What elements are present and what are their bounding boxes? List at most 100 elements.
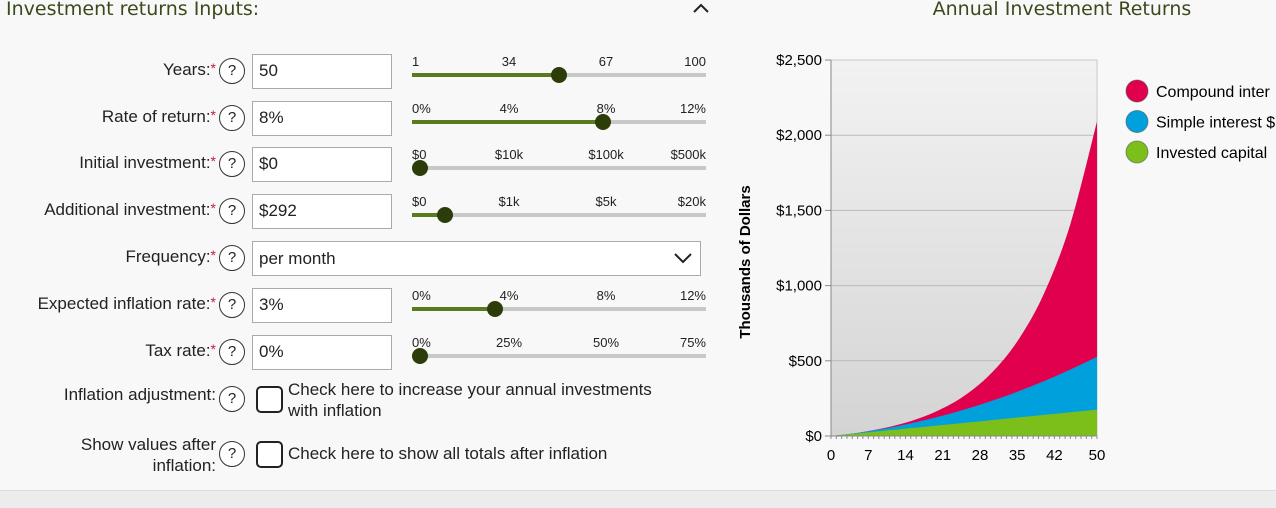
slider-thumb[interactable] (487, 301, 504, 317)
help-icon[interactable]: ? (219, 198, 245, 224)
y-tick-label: $500 (789, 353, 822, 370)
slider-tick-label: $1k (498, 194, 520, 209)
slider-tick-label: 75% (679, 335, 706, 350)
after-inflation-checkbox[interactable] (256, 441, 283, 468)
help-icon[interactable]: ? (219, 151, 245, 177)
value-slider[interactable]: 0% 25% 50% 75% (412, 335, 706, 365)
help-icon[interactable]: ? (219, 292, 245, 318)
help-icon[interactable]: ? (219, 441, 245, 467)
y-axis-label: Thousands of Dollars (737, 185, 754, 338)
field-label-text: Tax rate: (145, 341, 211, 360)
slider-tick-label: 67 (598, 54, 614, 69)
inflation-adjustment-text: Check here to increase your annual inves… (288, 379, 652, 421)
help-icon[interactable]: ? (219, 105, 245, 131)
frequency-selected-value: per month (259, 249, 336, 268)
required-mark: * (210, 107, 216, 123)
field-label: Years:* (163, 60, 216, 80)
slider-tick-label: 25% (496, 335, 523, 350)
slider-tick-label: $0 (412, 147, 427, 162)
slider-track[interactable] (412, 166, 706, 170)
help-icon[interactable]: ? (219, 245, 245, 271)
required-mark: * (210, 200, 216, 216)
area-compound-inter (831, 121, 1097, 436)
slider-tick-label: $500k (670, 147, 706, 162)
area-simple-interest- (831, 356, 1097, 436)
value-slider[interactable]: $0 $10k $100k $500k (412, 147, 706, 177)
field-input[interactable]: 0% (252, 335, 392, 370)
field-label: Expected inflation rate:* (38, 294, 216, 314)
field-label: Tax rate:* (145, 341, 216, 361)
slider-tick-label: 0% (412, 288, 431, 303)
y-tick-label: $0 (805, 428, 822, 445)
value-slider[interactable]: 0% 4% 8% 12% (412, 101, 706, 131)
value-slider[interactable]: $0 $1k $5k $20k (412, 194, 706, 224)
help-icon[interactable]: ? (219, 58, 245, 84)
section-title: Investment returns Inputs: (6, 0, 260, 20)
slider-tick-label: 1 (412, 54, 420, 69)
inflation-adjustment-text-line1: Check here to increase your annual inves… (288, 380, 652, 399)
field-input[interactable]: $292 (252, 194, 392, 229)
slider-tick-label: 100 (684, 54, 706, 69)
slider-track[interactable] (412, 354, 706, 358)
slider-tick-label: $10k (494, 147, 524, 162)
legend-label: Simple interest $ (1156, 115, 1275, 132)
field-label-text: Frequency: (125, 247, 211, 266)
x-tick-label: 21 (934, 447, 951, 464)
y-tick-label: $2,500 (776, 52, 822, 69)
required-mark: * (210, 60, 216, 76)
field-label-text: Expected inflation rate: (37, 294, 211, 313)
after-inflation-label-line1: Show values after (80, 435, 216, 454)
field-label-text: Rate of return: (101, 107, 211, 126)
slider-tick-label: 50% (593, 335, 620, 350)
slider-tick-label: $0 (412, 194, 427, 209)
field-label: Frequency:* (126, 247, 217, 267)
slider-track[interactable] (412, 307, 706, 311)
slider-tick-label: 4% (499, 288, 519, 303)
x-tick-label: 0 (827, 447, 835, 464)
field-label-text: Additional investment: (44, 200, 211, 219)
value-slider[interactable]: 1 34 67 100 (412, 54, 706, 84)
y-tick-label: $1,500 (776, 202, 822, 219)
field-input[interactable]: 8% (252, 101, 392, 136)
slider-tick-label: 8% (596, 288, 616, 303)
slider-thumb[interactable] (551, 67, 567, 83)
slider-tick-label: 34 (501, 54, 517, 69)
annual-returns-chart: $0 $500 $1,000 $1,500 $2,000 $2,500 0 7 14 21 28 35… (737, 52, 1275, 464)
legend-label: Compound inter (1156, 84, 1271, 101)
help-icon[interactable]: ? (219, 339, 245, 365)
frequency-select[interactable]: per month (252, 241, 701, 276)
x-tick-label: 7 (864, 447, 872, 464)
after-inflation-text: Check here to show all totals after infl… (288, 444, 608, 463)
field-label: Rate of return:* (102, 107, 216, 127)
slider-tick-label: 8% (596, 101, 616, 116)
field-label: Initial investment:* (79, 153, 216, 173)
field-input[interactable]: 3% (252, 288, 392, 323)
slider-thumb[interactable] (412, 160, 428, 176)
help-icon[interactable]: ? (219, 386, 245, 412)
slider-track[interactable] (412, 213, 706, 217)
x-tick-label: 14 (897, 447, 914, 464)
slider-tick-label: 12% (679, 101, 706, 116)
slider-tick-label: 4% (499, 101, 519, 116)
slider-thumb[interactable] (412, 348, 428, 364)
x-tick-label: 42 (1046, 447, 1063, 464)
legend-swatch (1125, 79, 1149, 103)
legend-swatch (1125, 110, 1149, 133)
slider-tick-label: $20k (677, 194, 706, 209)
slider-thumb[interactable] (437, 207, 454, 223)
slider-fill (412, 73, 559, 77)
value-slider[interactable]: 0% 4% 8% 12% (412, 288, 706, 318)
field-input[interactable]: 50 (252, 54, 392, 89)
chevron-up-icon[interactable] (690, 0, 712, 20)
field-label-text: Years: (162, 60, 211, 79)
slider-tick-label: 12% (679, 288, 706, 303)
slider-thumb[interactable] (595, 114, 612, 130)
inflation-adjustment-label: Inflation adjustment: (63, 385, 216, 404)
bottom-divider (0, 490, 1276, 508)
field-label: Additional investment:* (44, 200, 216, 220)
after-inflation-label-line2: inflation: (152, 456, 216, 475)
field-input[interactable]: $0 (252, 147, 392, 182)
slider-fill (412, 120, 607, 124)
slider-fill (412, 307, 492, 311)
inflation-adjustment-checkbox[interactable] (256, 386, 283, 413)
